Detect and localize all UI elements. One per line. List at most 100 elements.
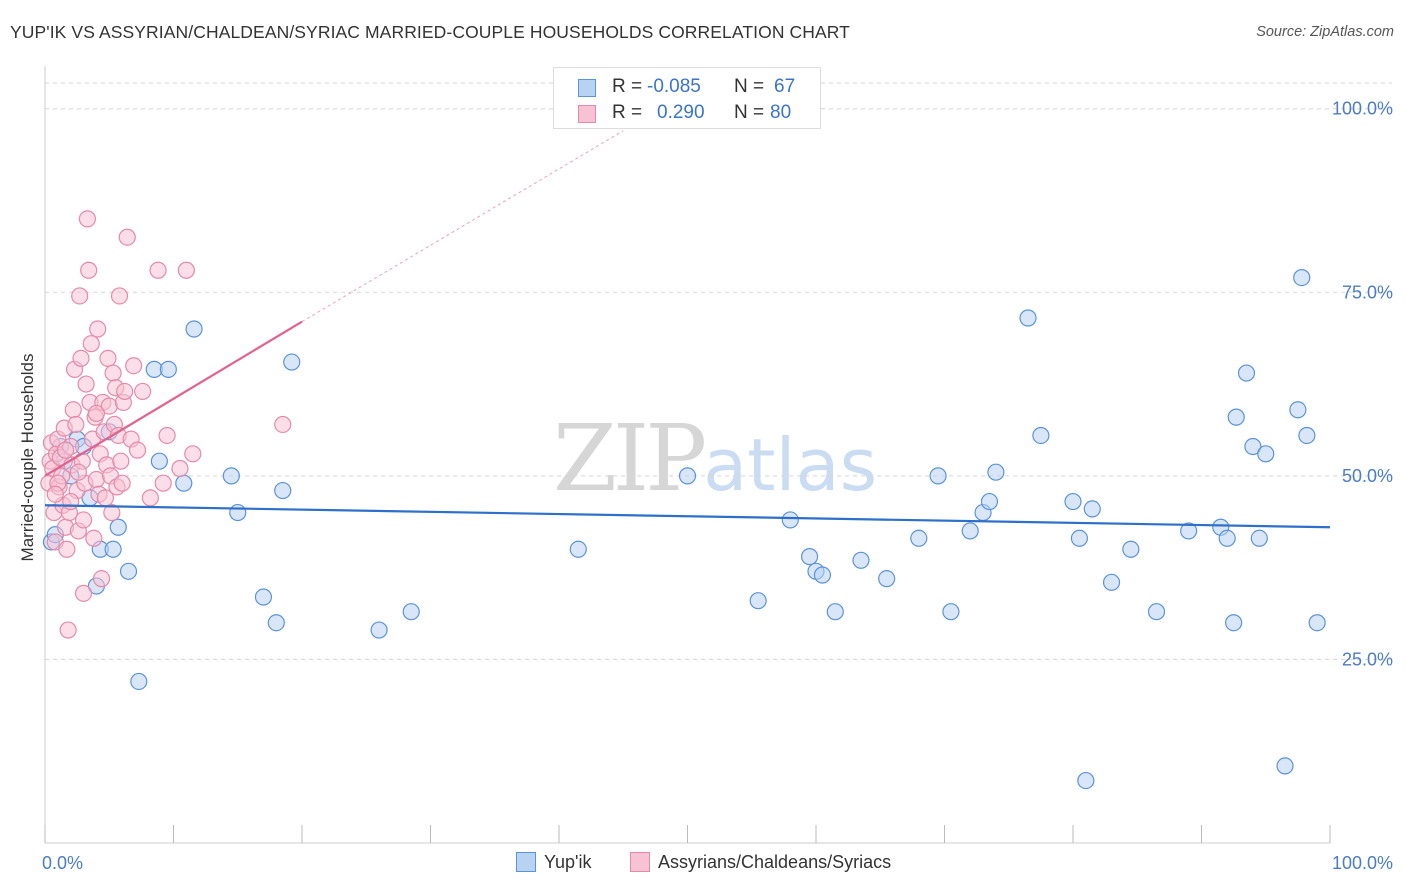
yupik-point bbox=[1070, 529, 1089, 547]
yupik-point bbox=[1032, 426, 1050, 445]
chart-title: YUP'IK VS ASSYRIAN/CHALDEAN/SYRIAC MARRI… bbox=[10, 22, 850, 42]
assyrian-point bbox=[77, 375, 95, 393]
bottom-legend-swatch-yupik bbox=[516, 852, 536, 872]
yupik-point bbox=[987, 463, 1005, 481]
assyrian-point bbox=[154, 474, 172, 492]
yupik-point bbox=[1225, 614, 1243, 632]
yupik-point bbox=[1308, 614, 1326, 632]
assyrian-point bbox=[82, 335, 100, 353]
yupik-point bbox=[813, 566, 832, 584]
yupik-point bbox=[942, 603, 960, 621]
bottom-legend-assyrian: Assyrians/Chaldeans/Syriacs bbox=[630, 852, 891, 873]
assyrian-point bbox=[89, 320, 107, 338]
yupik-point bbox=[980, 492, 999, 511]
yupik-point bbox=[1227, 408, 1245, 426]
y-axis-label: Married-couple Households bbox=[18, 354, 37, 562]
yupik-point bbox=[130, 672, 148, 691]
yupik-point bbox=[1077, 771, 1095, 790]
yupik-point bbox=[1180, 522, 1198, 540]
source-label: Source: ZipAtlas.com bbox=[1256, 24, 1394, 40]
y-tick-label: 50.0% bbox=[1342, 466, 1393, 486]
yupik-point bbox=[159, 360, 177, 378]
assyrian-point bbox=[125, 357, 143, 375]
assyrian-point bbox=[116, 382, 134, 401]
assyrian-point bbox=[171, 459, 189, 478]
assyrian-point bbox=[74, 511, 93, 529]
legend-n-value: 80 bbox=[770, 102, 792, 123]
yupik-point bbox=[1298, 426, 1316, 445]
yupik-point bbox=[222, 467, 240, 485]
assyrian-point bbox=[104, 364, 122, 382]
yupik-point bbox=[119, 562, 138, 580]
yupik-point bbox=[1083, 500, 1101, 518]
assyrian-point bbox=[62, 492, 80, 511]
assyrian-point bbox=[64, 401, 82, 419]
yupik-point bbox=[678, 467, 697, 485]
assyrian-point bbox=[274, 415, 292, 434]
assyrian-point bbox=[134, 382, 152, 401]
assyrian-point bbox=[177, 261, 195, 279]
watermark-atlas: atlas bbox=[703, 423, 878, 507]
yupik-point bbox=[370, 621, 388, 639]
legend-r-label: R = bbox=[612, 102, 643, 123]
yupik-point bbox=[1102, 573, 1121, 591]
legend-r-label: R = bbox=[612, 76, 643, 97]
yupik-point bbox=[929, 467, 947, 485]
yupik-point bbox=[104, 540, 122, 558]
assyrian-point bbox=[67, 415, 85, 434]
assyrian-point bbox=[80, 261, 98, 279]
assyrian-trend-extension bbox=[301, 130, 624, 323]
assyrian-point bbox=[110, 287, 129, 305]
assyrian-point bbox=[71, 287, 89, 305]
watermark: ZIPatlas bbox=[553, 405, 877, 512]
yupik-point bbox=[229, 503, 247, 522]
assyrian-point bbox=[113, 474, 131, 492]
assyrian-point bbox=[85, 529, 103, 547]
legend-row-assyrian: R = 0.290 N = 80 bbox=[554, 101, 820, 127]
legend-n-label: N = bbox=[734, 102, 765, 123]
yupik-point bbox=[1293, 269, 1311, 287]
legend-swatch-assyrian bbox=[578, 105, 596, 123]
yupik-point bbox=[1218, 529, 1236, 547]
bottom-legend-swatch-assyrian bbox=[630, 852, 650, 872]
grid-layer bbox=[45, 82, 1392, 660]
yupik-point bbox=[852, 551, 870, 569]
legend-r-value: 0.290 bbox=[657, 102, 705, 123]
yupik-point bbox=[781, 511, 799, 529]
assyrian-point bbox=[112, 452, 130, 470]
yupik-point bbox=[283, 353, 301, 371]
assyrian-point bbox=[78, 210, 97, 228]
yupik-point bbox=[175, 474, 193, 492]
y-tick-label: 25.0% bbox=[1342, 649, 1393, 669]
y-tick-label: 75.0% bbox=[1342, 282, 1393, 302]
stats-legend: R = -0.085 N = 67 R = 0.290 N = 80 bbox=[553, 67, 821, 129]
assyrian-point bbox=[149, 261, 167, 279]
yupik-point bbox=[569, 540, 587, 558]
yupik-point bbox=[1237, 364, 1256, 382]
legend-r-value: -0.085 bbox=[647, 76, 701, 97]
labels-layer: 25.0% 50.0% 75.0% 100.0% 0.0% 100.0% Married-c… bbox=[18, 99, 1393, 873]
x-tick-label-min: 0.0% bbox=[42, 853, 83, 873]
yupik-point bbox=[800, 548, 819, 566]
assyrian-point bbox=[128, 441, 147, 459]
yupik-point bbox=[1257, 445, 1275, 463]
yupik-point bbox=[185, 320, 203, 338]
assyrian-trend-line bbox=[44, 320, 303, 477]
assyrian-point bbox=[184, 445, 202, 463]
points-layer bbox=[40, 210, 1326, 790]
assyrian-point bbox=[46, 485, 64, 503]
yupik-point bbox=[749, 592, 767, 610]
assyrian-point bbox=[69, 463, 88, 481]
yupik-point bbox=[826, 603, 844, 621]
yupik-point bbox=[402, 603, 420, 621]
yupik-point bbox=[267, 614, 285, 632]
legend-swatch-yupik bbox=[578, 79, 596, 97]
yupik-point bbox=[254, 588, 273, 606]
yupik-trend-line bbox=[44, 504, 1331, 529]
yupik-point bbox=[878, 570, 896, 588]
assyrian-point bbox=[56, 441, 75, 459]
yupik-point bbox=[1289, 401, 1307, 419]
bottom-legend-label-yupik: Yup'ik bbox=[544, 852, 592, 872]
assyrian-point bbox=[59, 621, 77, 639]
